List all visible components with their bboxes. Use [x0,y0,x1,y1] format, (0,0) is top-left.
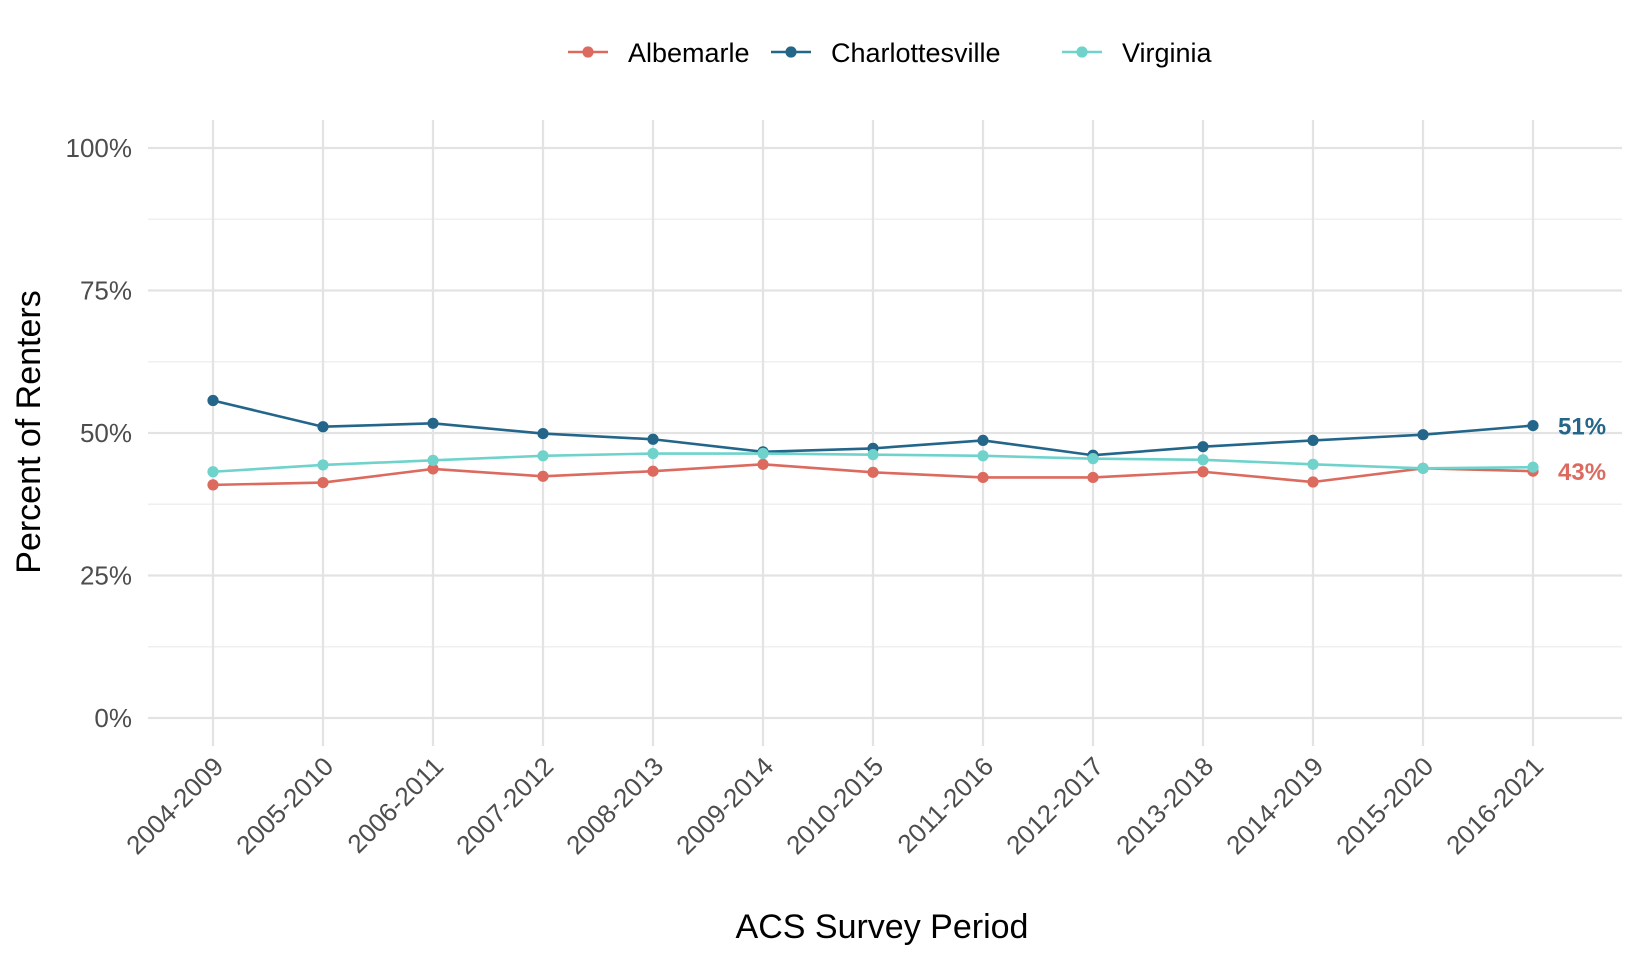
grid [148,120,1622,746]
data-point [1527,461,1539,473]
end-value-label: 43% [1558,459,1606,486]
x-tick-label: 2010-2015 [780,751,889,860]
data-point [537,450,549,462]
data-point [1087,471,1099,484]
x-tick-label: 2007-2012 [450,751,559,860]
data-point [977,434,989,447]
x-tick-label: 2014-2019 [1220,751,1329,860]
data-point [207,394,219,407]
legend-key-point [1076,46,1088,58]
data-point [537,427,549,440]
data-point [537,470,549,482]
legend: Albemarle Charlottesville Virginia [568,38,1213,68]
y-tick-label: 75% [80,276,132,306]
series-points [207,394,1539,491]
x-tick-label: 2008-2013 [560,751,669,860]
x-tick-label: 2004-2009 [120,751,229,860]
x-tick-label: 2006-2011 [341,751,449,859]
data-point [207,466,219,478]
data-point [1307,458,1319,470]
x-tick-label: 2013-2018 [1110,751,1219,860]
data-point [317,476,329,489]
legend-item: Albemarle [568,38,750,68]
x-tick-label: 2012-2017 [1000,751,1109,860]
data-point [1197,454,1209,466]
x-tick-label: 2015-2020 [1330,751,1439,860]
x-axis-title: ACS Survey Period [736,908,1029,946]
data-point [427,417,439,429]
y-tick-label: 25% [80,561,132,591]
data-point [867,449,879,461]
y-axis-title: Percent of Renters [10,290,48,573]
data-point [757,447,769,460]
data-point [1527,419,1539,432]
data-point [1417,429,1429,441]
legend-label: Albemarle [628,38,750,68]
y-tick-label: 0% [94,703,132,733]
data-point [317,459,329,471]
x-axis-ticks: 2004-2009 2005-2010 2006-2011 2007-2012 2008… [120,751,1549,860]
x-tick-label: 2005-2010 [230,751,339,860]
legend-item: Charlottesville [771,38,1001,68]
data-point [977,471,989,484]
data-point [1197,441,1209,453]
y-axis-ticks: 0% 25% 50% 75% 100% [66,133,133,733]
data-point [427,463,439,475]
x-tick-label: 2009-2014 [670,751,779,860]
data-point [1307,434,1319,447]
legend-key-point [785,46,797,58]
legend-label: Virginia [1122,38,1213,68]
x-tick-label: 2011-2016 [891,751,999,859]
y-tick-label: 50% [80,418,132,448]
data-point [1087,453,1099,465]
end-value-label: 51% [1558,414,1606,441]
x-tick-label: 2016-2021 [1440,751,1549,860]
data-point [647,433,659,445]
data-point [757,458,769,470]
legend-item: Virginia [1062,38,1213,68]
legend-label: Charlottesville [831,38,1001,68]
data-point [647,447,659,460]
legend-key-point [582,46,594,58]
end-labels: 43% 51% [1558,414,1606,487]
y-tick-label: 100% [66,133,133,163]
data-point [207,479,219,491]
data-point [977,450,989,462]
data-point [427,454,439,466]
data-point [1417,462,1429,474]
data-point [317,421,329,433]
data-point [867,466,879,478]
data-point [647,465,659,477]
data-point [1307,476,1319,488]
data-point [1197,466,1209,478]
